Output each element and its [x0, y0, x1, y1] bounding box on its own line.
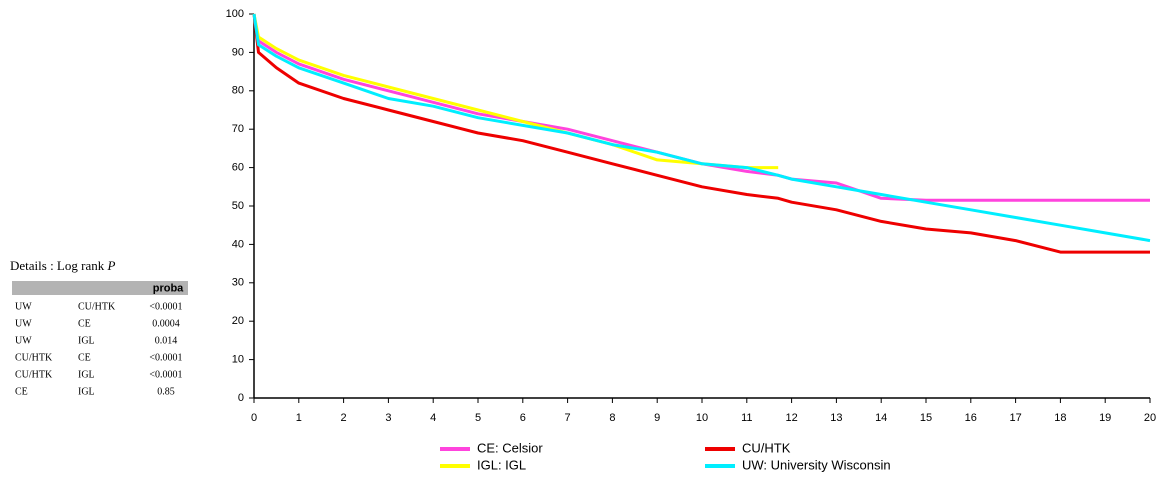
table-title-var: P [106, 258, 115, 273]
table-header: proba [153, 282, 184, 294]
y-tick-label: 10 [232, 354, 244, 366]
y-tick-label: 50 [232, 200, 244, 212]
table-cell: UW [15, 301, 32, 312]
table-cell: IGL [78, 369, 95, 380]
table-cell: <0.0001 [149, 301, 182, 312]
y-tick-label: 100 [226, 8, 244, 20]
x-tick-label: 3 [385, 412, 391, 424]
x-tick-label: 15 [920, 412, 932, 424]
y-tick-label: 60 [232, 162, 244, 174]
x-tick-label: 17 [1009, 412, 1021, 424]
y-tick-label: 20 [232, 315, 244, 327]
x-tick-label: 2 [341, 412, 347, 424]
x-tick-label: 20 [1144, 412, 1156, 424]
survival-line [252, 13, 1151, 243]
x-tick-label: 11 [741, 412, 752, 424]
x-tick-label: 6 [520, 412, 526, 424]
survival-line [252, 13, 1150, 254]
table-header-bar [12, 281, 188, 295]
table-title: Details : Log rank P [10, 258, 115, 273]
table-cell: UW [15, 335, 32, 346]
x-tick-label: 4 [430, 412, 436, 424]
survival-line [252, 13, 779, 170]
table-cell: CE [78, 352, 91, 363]
table-cell: IGL [78, 335, 95, 346]
y-tick-label: 80 [232, 85, 244, 97]
legend-label: CU/HTK [742, 440, 791, 455]
table-cell: CU/HTK [15, 352, 53, 363]
y-tick-label: 70 [232, 123, 244, 135]
y-tick-label: 30 [232, 277, 244, 289]
table-cell: CE [78, 318, 91, 329]
legend-label: CE: Celsior [477, 440, 543, 455]
legend-label: IGL: IGL [477, 457, 526, 472]
table-cell: CE [15, 386, 28, 397]
table-cell: 0.014 [155, 335, 178, 346]
x-tick-label: 1 [296, 412, 302, 424]
table-cell: 0.85 [157, 386, 175, 397]
table-cell: <0.0001 [149, 369, 182, 380]
survival-line [252, 13, 1150, 202]
y-tick-label: 0 [238, 392, 244, 404]
table-cell: <0.0001 [149, 352, 182, 363]
x-tick-label: 0 [251, 412, 257, 424]
x-tick-label: 19 [1099, 412, 1111, 424]
x-tick-label: 18 [1054, 412, 1066, 424]
x-tick-label: 10 [696, 412, 708, 424]
table-cell: UW [15, 318, 32, 329]
table-cell: 0.0004 [152, 318, 180, 329]
x-tick-label: 12 [785, 412, 797, 424]
table-cell: CU/HTK [78, 301, 116, 312]
x-tick-label: 5 [475, 412, 481, 424]
y-tick-label: 40 [232, 238, 244, 250]
table-title-text: Details : Log rank [10, 258, 105, 273]
x-tick-label: 13 [830, 412, 842, 424]
x-tick-label: 16 [965, 412, 977, 424]
y-tick-label: 90 [232, 46, 244, 58]
x-tick-label: 8 [609, 412, 615, 424]
table-cell: IGL [78, 386, 95, 397]
table-cell: CU/HTK [15, 369, 53, 380]
x-tick-label: 7 [565, 412, 571, 424]
legend-label: UW: University Wisconsin [742, 457, 891, 472]
x-tick-label: 14 [875, 412, 887, 424]
x-tick-label: 9 [654, 412, 660, 424]
